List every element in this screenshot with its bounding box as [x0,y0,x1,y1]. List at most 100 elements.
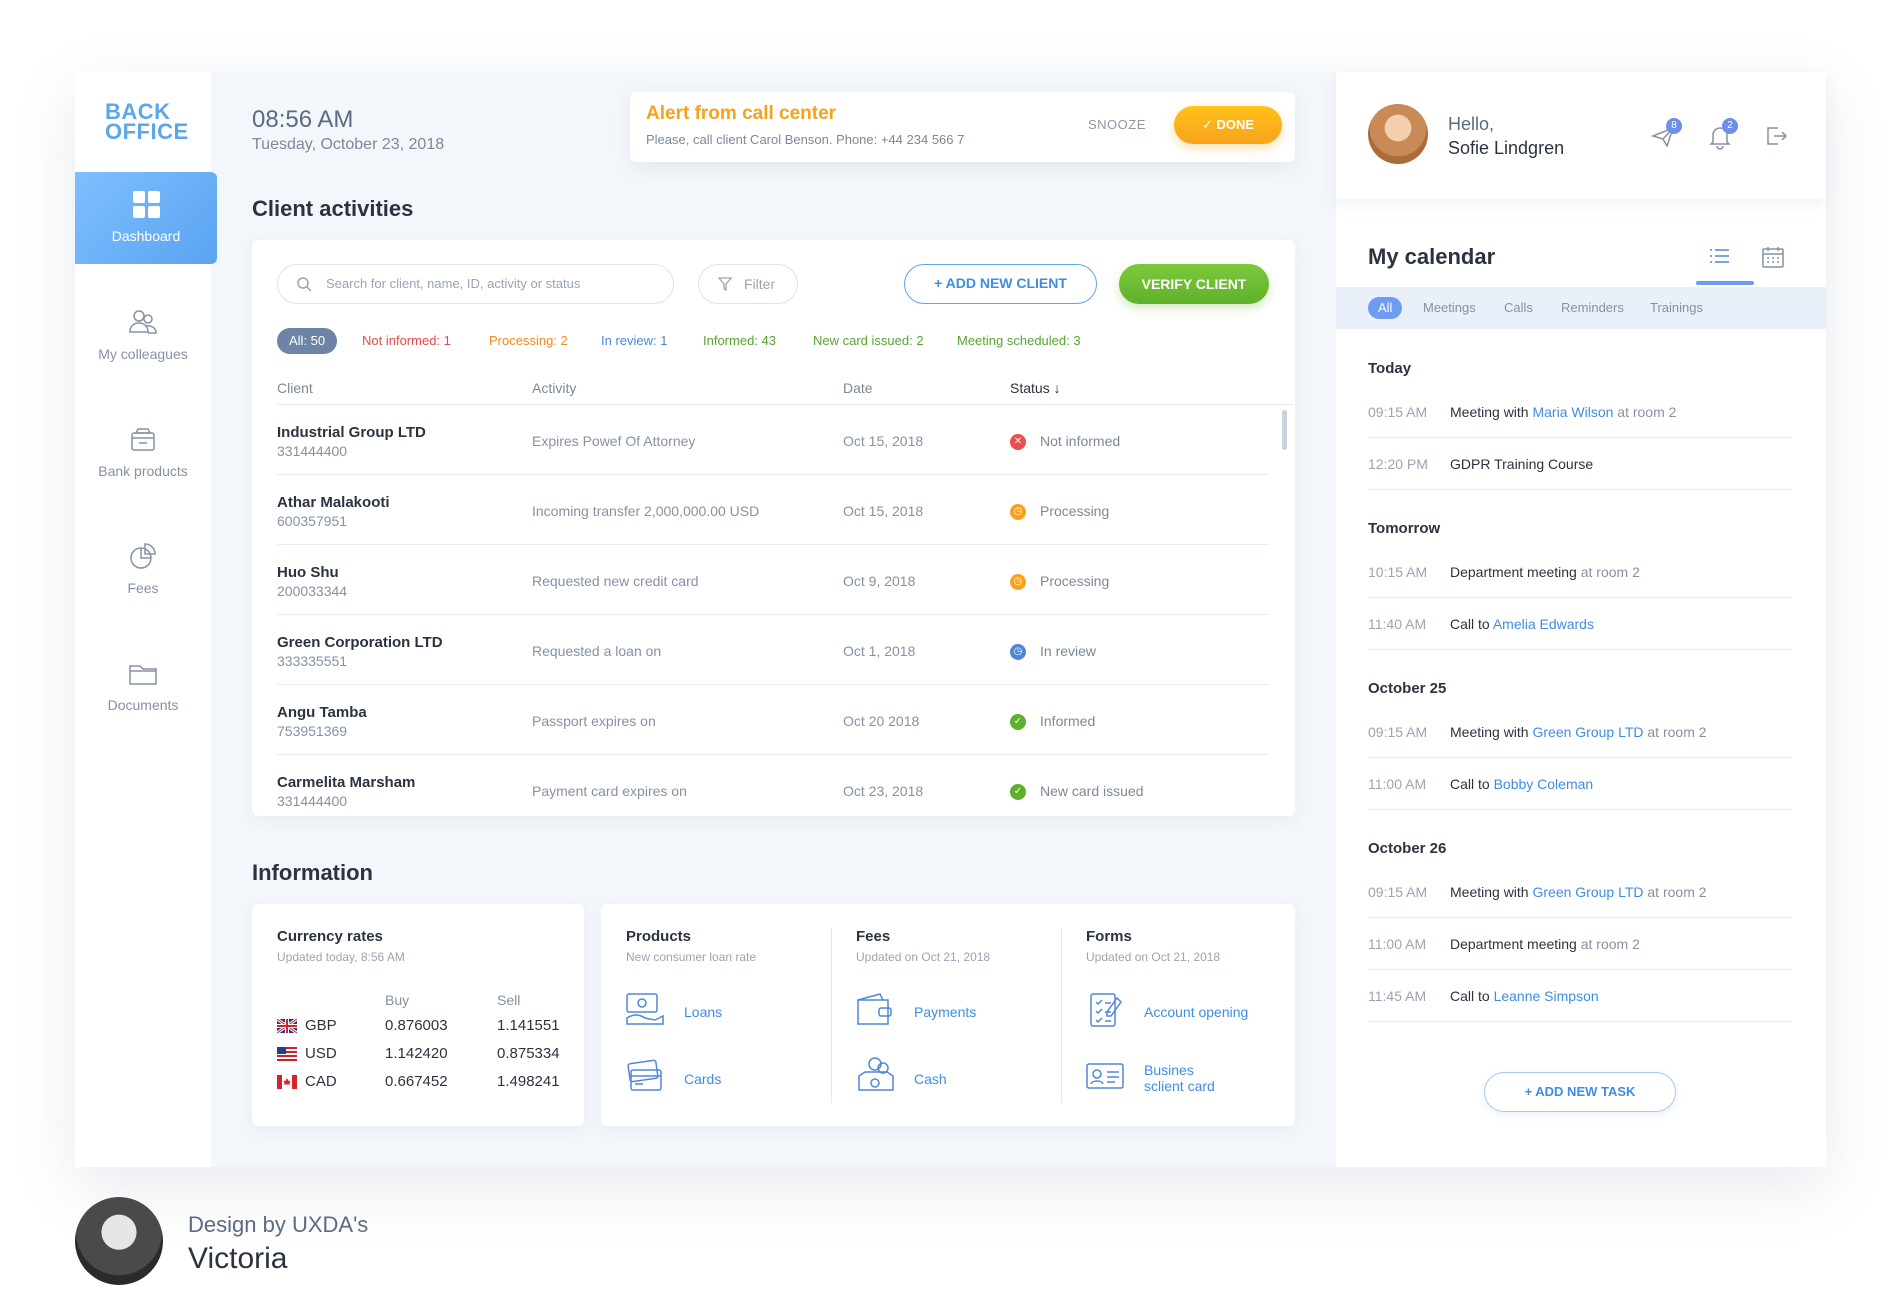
logout-icon[interactable] [1762,122,1790,150]
cards-link[interactable]: Cards [684,1071,722,1087]
payments-link[interactable]: Payments [914,1004,977,1020]
currency-buy: 0.667452 [385,1073,448,1090]
nav-item-colleagues[interactable]: My colleagues [75,290,211,382]
wallet-icon [857,993,892,1025]
add-new-client-button[interactable]: + ADD NEW CLIENT [904,264,1097,304]
chip-new-card-issued[interactable]: New card issued: 2 [813,333,924,348]
tab-reminders[interactable]: Reminders [1561,300,1624,315]
uk-flag-icon [277,1019,297,1033]
client-name[interactable]: Athar Malakooti [277,494,390,511]
calendar-event[interactable]: 11:00 AM Call to Bobby Coleman [1368,758,1792,810]
client-id: 333335551 [277,653,348,669]
event-contact-link[interactable]: Leanne Simpson [1493,988,1599,1004]
client-name[interactable]: Industrial Group LTD [277,424,426,441]
calendar-event[interactable]: 09:15 AM Meeting with Green Group LTD at … [1368,866,1792,918]
event-time: 11:45 AM [1368,988,1427,1004]
list-view-icon[interactable] [1706,244,1732,270]
event-location: at room 2 [1647,884,1707,900]
tab-trainings[interactable]: Trainings [1650,300,1703,315]
business-client-card-link[interactable]: Busines sclient card [1144,1062,1215,1094]
client-name[interactable]: Carmelita Marsham [277,774,416,791]
column-client[interactable]: Client [277,380,313,396]
calendar-event[interactable]: 11:00 AM Department meeting at room 2 [1368,918,1792,970]
activity-date: Oct 15, 2018 [843,503,924,519]
messages-badge: 8 [1666,118,1682,134]
chip-all[interactable]: All: 50 [277,328,338,354]
loans-link[interactable]: Loans [684,1004,723,1020]
currency-sell: 1.141551 [497,1017,560,1034]
table-row[interactable]: Industrial Group LTD 331444400 Expires Pow… [277,405,1269,475]
table-row[interactable]: Huo Shu 200033344 Requested new credit car… [277,545,1269,615]
nav-item-documents[interactable]: Documents [75,641,211,733]
calendar-day-heading: October 25 [1368,680,1447,697]
nav-label: My colleagues [98,346,188,362]
client-name[interactable]: Angu Tamba [277,704,367,721]
event-description: Department meeting at room 2 [1450,936,1640,952]
cash-link[interactable]: Cash [914,1071,947,1087]
tab-all[interactable]: All [1368,297,1403,319]
table-row[interactable]: Green Corporation LTD 333335551 Requested … [277,615,1269,685]
event-description: GDPR Training Course [1450,456,1593,472]
status-icon: ✓ [1010,784,1026,800]
verify-client-button[interactable]: VERIFY CLIENT [1119,264,1269,304]
status-icon: ◷ [1010,574,1026,590]
calendar-event[interactable]: 12:20 PM GDPR Training Course [1368,438,1792,490]
activity-text: Requested new credit card [532,573,699,589]
search-icon [297,277,312,292]
column-date[interactable]: Date [843,380,873,396]
event-title: Meeting with [1450,724,1529,740]
user-avatar[interactable] [1368,104,1428,164]
event-title: Meeting with [1450,404,1529,420]
event-contact-link[interactable]: Maria Wilson [1532,404,1614,420]
client-name[interactable]: Huo Shu [277,564,339,581]
event-contact-link[interactable]: Amelia Edwards [1492,616,1594,632]
activity-date: Oct 1, 2018 [843,643,916,659]
nav-item-dashboard[interactable]: Dashboard [75,172,217,264]
divider [1061,928,1062,1103]
client-search-input[interactable]: Search for client, name, ID, activity or… [277,264,674,304]
event-location: at room 2 [1580,564,1640,580]
chip-not-informed[interactable]: Not informed: 1 [362,333,451,348]
client-id: 200033344 [277,583,348,599]
client-id: 331444400 [277,793,348,809]
currency-code: CAD [305,1073,337,1090]
event-title: Meeting with [1450,884,1529,900]
column-status[interactable]: Status ↓ [1010,380,1061,396]
column-activity[interactable]: Activity [532,380,577,396]
calendar-event[interactable]: 09:15 AM Meeting with Green Group LTD at … [1368,706,1792,758]
calendar-event[interactable]: 09:15 AM Meeting with Maria Wilson at roo… [1368,386,1792,438]
calendar-event[interactable]: 10:15 AM Department meeting at room 2 [1368,546,1792,598]
call-center-alert: Alert from call center Please, call clie… [630,92,1295,162]
nav-item-bank-products[interactable]: Bank products [75,407,211,499]
logo[interactable]: BACK OFFICE [105,101,189,143]
event-contact-link[interactable]: Bobby Coleman [1493,776,1594,792]
table-row[interactable]: Angu Tamba 753951369 Passport expires on Oc… [277,685,1269,755]
client-name[interactable]: Green Corporation LTD [277,634,443,651]
done-label: DONE [1216,117,1255,132]
calendar-event[interactable]: 11:45 AM Call to Leanne Simpson [1368,970,1792,1022]
event-description: Call to Bobby Coleman [1450,776,1593,792]
chip-in-review[interactable]: In review: 1 [601,333,668,348]
calendar-title: My calendar [1368,244,1496,269]
calendar-event[interactable]: 11:40 AM Call to Amelia Edwards [1368,598,1792,650]
account-opening-link[interactable]: Account opening [1144,1004,1249,1020]
table-scrollbar[interactable] [1282,410,1287,450]
profile-header: Hello, Sofie Lindgren 8 2 [1336,72,1826,199]
table-row[interactable]: Athar Malakooti 600357951 Incoming transfe… [277,475,1269,545]
add-new-task-button[interactable]: + ADD NEW TASK [1484,1072,1676,1112]
snooze-button[interactable]: SNOOZE [1088,117,1146,132]
event-contact-link[interactable]: Green Group LTD [1532,724,1644,740]
event-contact-link[interactable]: Green Group LTD [1532,884,1644,900]
event-time: 11:40 AM [1368,616,1427,632]
done-button[interactable]: ✓ DONE [1174,106,1282,144]
nav-item-fees[interactable]: Fees [75,524,211,616]
tab-calls[interactable]: Calls [1504,300,1533,315]
chip-processing[interactable]: Processing: 2 [489,333,568,348]
chip-informed[interactable]: Informed: 43 [703,333,776,348]
calendar-grid-icon[interactable] [1760,244,1786,270]
filter-button[interactable]: Filter [698,264,798,304]
table-row[interactable]: Carmelita Marsham 331444400 Payment card e… [277,755,1269,825]
activity-date: Oct 20 2018 [843,713,920,729]
tab-meetings[interactable]: Meetings [1423,300,1476,315]
chip-meeting-scheduled[interactable]: Meeting scheduled: 3 [957,333,1081,348]
